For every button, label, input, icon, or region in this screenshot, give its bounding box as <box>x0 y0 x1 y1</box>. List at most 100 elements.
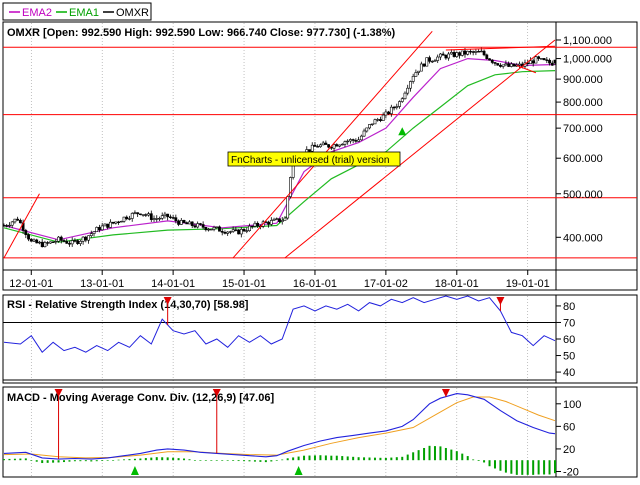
candle-body <box>319 144 322 148</box>
candle-body <box>130 213 134 219</box>
candle-body <box>455 52 459 57</box>
macd-histogram-bar <box>504 460 507 473</box>
macd-histogram-bar <box>30 460 33 461</box>
candle-body <box>168 216 172 218</box>
macd-histogram-bar <box>319 455 322 461</box>
macd-histogram-bar <box>63 460 66 463</box>
candle-body <box>335 144 339 147</box>
ema1-line <box>3 70 556 243</box>
candle-body <box>138 213 142 215</box>
legend-ema1: EMA1 <box>69 7 99 19</box>
candle-body <box>188 221 191 225</box>
macd-histogram-bar <box>193 460 196 461</box>
candle-body <box>430 60 434 63</box>
macd-histogram-bar <box>543 460 546 475</box>
candle-body <box>422 63 426 67</box>
candle-body <box>509 63 513 67</box>
candle-body <box>106 223 110 228</box>
candle-body <box>70 240 74 245</box>
macd-histogram-bar <box>150 457 153 461</box>
rsi-y-tick-label: 60 <box>563 334 575 346</box>
macd-title: MACD - Moving Average Conv. Div. (12,26,… <box>7 392 274 404</box>
candle-body <box>280 220 284 222</box>
candle-body <box>458 52 461 56</box>
macd-histogram-bar <box>144 458 147 461</box>
macd-histogram-bar <box>166 457 169 461</box>
macd-histogram-bar <box>183 458 186 461</box>
candle-body <box>149 213 153 220</box>
candle-body <box>496 63 500 66</box>
candle-body <box>141 214 145 216</box>
candle-body <box>158 218 161 220</box>
rsi-line <box>3 295 556 353</box>
candle-body <box>231 229 235 232</box>
macd-histogram-bar <box>330 455 333 461</box>
candle-body <box>425 57 429 67</box>
candle-body <box>310 144 314 152</box>
candle-body <box>471 51 475 53</box>
candle-body <box>362 130 366 137</box>
macd-histogram-bar <box>221 460 224 461</box>
candle-body <box>108 221 112 228</box>
candle-body <box>338 144 341 147</box>
price-y-tick-label: 700.000 <box>563 123 603 135</box>
macd-histogram-bar <box>297 456 300 461</box>
candle-body <box>46 242 50 244</box>
macd-histogram-bar <box>84 460 87 462</box>
candle-body <box>38 241 41 244</box>
candle-body <box>174 217 178 222</box>
macd-y-tick-label: -20 <box>563 466 579 478</box>
candle-body <box>379 119 382 121</box>
candle-body <box>95 227 99 233</box>
price-panel: OMXR [Open: 992.590 High: 992.590 Low: 9… <box>2 21 638 291</box>
macd-histogram-bar <box>95 460 98 462</box>
candle-body <box>501 64 505 67</box>
macd-histogram-bar <box>248 460 251 462</box>
macd-histogram-bar <box>133 458 136 461</box>
candle-body <box>160 215 164 219</box>
macd-histogram-bar <box>401 456 404 461</box>
macd-histogram-bar <box>461 453 464 461</box>
candle-body <box>313 144 317 147</box>
sell-signal-marker <box>496 297 505 305</box>
candle-body <box>87 235 90 241</box>
macd-histogram-bar <box>466 456 469 461</box>
macd-histogram-bar <box>554 460 556 474</box>
candle-body <box>490 59 494 63</box>
candle-body <box>234 229 238 231</box>
candle-body <box>215 226 219 228</box>
candle-body <box>57 236 60 242</box>
candle-body <box>411 76 415 82</box>
candle-body <box>185 222 189 225</box>
candle-body <box>406 87 410 94</box>
candle-body <box>204 227 208 231</box>
candle-body <box>376 119 380 121</box>
macd-histogram-bar <box>46 460 49 463</box>
candle-body <box>256 222 260 227</box>
candle-body <box>529 60 532 65</box>
candle-body <box>78 241 82 244</box>
candle-body <box>59 236 63 241</box>
price-y-tick-label: 600.000 <box>563 153 603 165</box>
macd-histogram-bar <box>335 455 338 461</box>
candle-body <box>351 139 355 141</box>
candle-body <box>269 220 273 225</box>
candle-body <box>179 220 183 225</box>
last-candle-body <box>553 59 557 64</box>
macd-histogram-bar <box>357 457 360 461</box>
price-x-tick-label: 15-01-01 <box>222 278 266 290</box>
trend-line <box>3 193 40 259</box>
candle-body <box>196 223 200 228</box>
legend: EMA2 EMA1 OMXR <box>2 2 152 21</box>
candle-body <box>381 114 385 121</box>
candle-body <box>242 228 246 232</box>
candle-body <box>275 218 279 220</box>
candle-body <box>499 64 502 67</box>
candle-body <box>76 240 80 244</box>
macd-histogram-bar <box>210 460 213 461</box>
candle-body <box>103 223 107 227</box>
candle-body <box>54 240 58 243</box>
rsi-panel: RSI - Relative Strength Index (14,30,70)… <box>2 294 638 384</box>
candle-body <box>441 53 445 56</box>
macd-histogram-bar <box>79 460 82 462</box>
